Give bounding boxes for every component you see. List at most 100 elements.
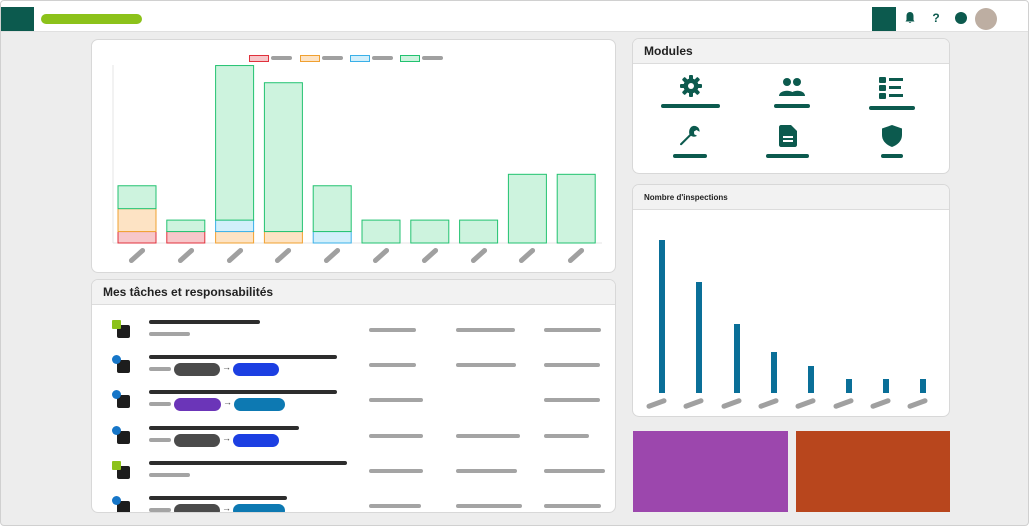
document-icon [778, 125, 797, 147]
bar-segment[interactable] [459, 219, 499, 244]
inspection-bar[interactable] [882, 379, 889, 393]
inspection-bar[interactable] [770, 351, 777, 393]
inspection-bar[interactable] [733, 324, 740, 393]
bar-segment[interactable] [410, 219, 450, 244]
module-list[interactable] [869, 77, 915, 110]
task-column-value [369, 468, 423, 473]
task-column-value [544, 398, 600, 403]
task-row[interactable] [92, 458, 615, 494]
task-subtitle [149, 367, 171, 372]
task-row[interactable]: → [92, 387, 615, 423]
task-subtitle [149, 332, 190, 336]
task-column-value [456, 433, 520, 438]
bar-segment[interactable] [117, 208, 157, 233]
inspection-bar[interactable] [920, 379, 927, 393]
task-column-value [456, 504, 522, 508]
legend-item[interactable] [400, 54, 443, 62]
arrow-right-icon: → [222, 432, 231, 443]
inspection-bar[interactable] [659, 240, 665, 393]
x-tick-label [794, 397, 817, 410]
modules-title: Modules [633, 39, 949, 64]
brand-logo[interactable] [41, 14, 142, 24]
module-maintenance[interactable] [673, 125, 707, 158]
task-column-value [369, 433, 423, 438]
avatar[interactable] [975, 8, 997, 30]
task-subtitle [149, 437, 171, 442]
bar-segment[interactable] [312, 185, 352, 233]
arrow-right-icon: → [222, 503, 231, 513]
tasks-title: Mes tâches et responsabilités [92, 280, 615, 305]
task-title [149, 460, 347, 465]
task-column-value [369, 363, 416, 368]
module-security[interactable] [881, 125, 903, 158]
active-section-indicator[interactable] [872, 7, 896, 31]
task-row[interactable]: → [92, 493, 615, 513]
task-column-value [456, 363, 516, 368]
task-row[interactable] [92, 317, 615, 353]
wrench-icon [680, 125, 700, 146]
task-status-icon [112, 355, 132, 375]
task-title [149, 320, 260, 324]
task-column-value [456, 328, 515, 332]
bell-icon[interactable] [902, 10, 918, 26]
task-status-icon [112, 425, 132, 446]
bar-segment[interactable] [215, 219, 255, 233]
bar-segment[interactable] [117, 231, 157, 244]
list-icon [879, 77, 903, 99]
shield-icon [882, 125, 902, 147]
task-subtitle [149, 472, 190, 477]
x-tick-label [869, 397, 892, 410]
task-column-value [544, 433, 589, 438]
module-label [673, 154, 707, 158]
module-label [881, 154, 903, 158]
bar-segment[interactable] [263, 231, 303, 244]
shortcut-tile-purple[interactable] [633, 431, 788, 512]
legend-item[interactable] [300, 54, 343, 62]
inspections-title: Nombre d'inspections [633, 185, 949, 210]
module-settings[interactable] [661, 75, 720, 108]
bar-segment[interactable] [556, 173, 596, 244]
help-icon[interactable]: ? [932, 11, 940, 25]
module-documents[interactable] [766, 125, 809, 158]
task-row[interactable]: → [92, 423, 615, 459]
x-tick-label [720, 397, 742, 410]
task-row[interactable]: → [92, 352, 615, 388]
bar-segment[interactable] [117, 185, 157, 210]
bar-segment[interactable] [263, 82, 303, 233]
menu-toggle[interactable] [1, 7, 34, 31]
arrow-right-icon: → [222, 362, 231, 373]
bar-segment[interactable] [507, 173, 547, 244]
status-to-pill [234, 398, 285, 412]
x-tick-label [683, 397, 705, 410]
status-from-pill [174, 363, 220, 377]
task-subtitle [149, 402, 171, 407]
task-column-value [369, 328, 416, 332]
legend-item[interactable] [249, 54, 292, 62]
module-users[interactable] [774, 77, 810, 108]
bar-segment[interactable] [166, 231, 206, 244]
task-title [149, 390, 337, 395]
inspections-card: Nombre d'inspections [632, 184, 950, 417]
status-from-pill [174, 433, 220, 447]
bar-segment[interactable] [312, 231, 352, 244]
stacked-bar-chart [112, 65, 602, 244]
task-column-value [456, 468, 517, 473]
task-title [149, 425, 299, 430]
status-to-pill [233, 433, 279, 447]
inspection-bar[interactable] [808, 365, 815, 393]
bar-segment[interactable] [215, 231, 255, 244]
task-column-value [544, 504, 601, 508]
inspection-bar[interactable] [845, 379, 852, 393]
bar-segment[interactable] [361, 219, 401, 244]
status-from-pill [174, 398, 221, 412]
status-to-pill [233, 504, 285, 512]
legend-item[interactable] [350, 54, 393, 62]
shortcut-tile-orange[interactable] [796, 431, 950, 512]
x-tick-label [832, 397, 854, 410]
bar-segment[interactable] [166, 219, 206, 233]
top-bar: ? [1, 1, 1028, 32]
status-icon[interactable] [953, 10, 969, 26]
inspection-bar[interactable] [696, 281, 703, 393]
bar-segment[interactable] [215, 65, 255, 221]
